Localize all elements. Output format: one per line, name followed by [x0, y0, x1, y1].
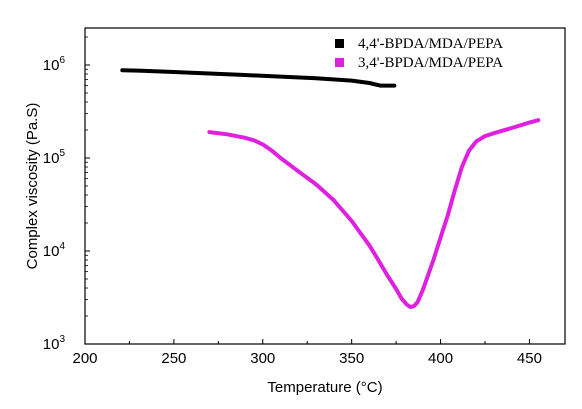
y-axis-ticks: 103 104 105 106	[43, 36, 90, 353]
series-line-1	[120, 68, 397, 88]
legend: 4,4'-BPDA/MDA/PEPA 3,4'-BPDA/MDA/PEPA	[335, 36, 503, 71]
y-tick-label: 105	[43, 148, 66, 167]
x-axis-title: Temperature (°C)	[267, 379, 382, 396]
legend-marker-2	[335, 58, 344, 67]
legend-label-1: 4,4'-BPDA/MDA/PEPA	[358, 36, 503, 52]
y-tick-label: 104	[43, 241, 66, 260]
x-tick-label: 350	[339, 350, 364, 367]
legend-marker-1	[335, 39, 344, 48]
legend-label-2: 3,4'-BPDA/MDA/PEPA	[358, 55, 503, 71]
x-axis-ticks: 200 250 300 350 400 450	[72, 339, 542, 367]
x-tick-label: 200	[72, 350, 97, 367]
y-axis-title: Complex viscosity (Pa.S)	[24, 103, 41, 270]
series-line-2	[207, 118, 541, 309]
series-layer	[120, 68, 541, 309]
y-tick-label: 103	[43, 334, 66, 353]
plot-frame	[84, 27, 566, 345]
x-tick-label: 300	[250, 350, 275, 367]
x-tick-label: 250	[161, 350, 186, 367]
x-tick-label: 400	[428, 350, 453, 367]
x-tick-label: 450	[517, 350, 542, 367]
y-tick-label: 106	[43, 55, 66, 74]
